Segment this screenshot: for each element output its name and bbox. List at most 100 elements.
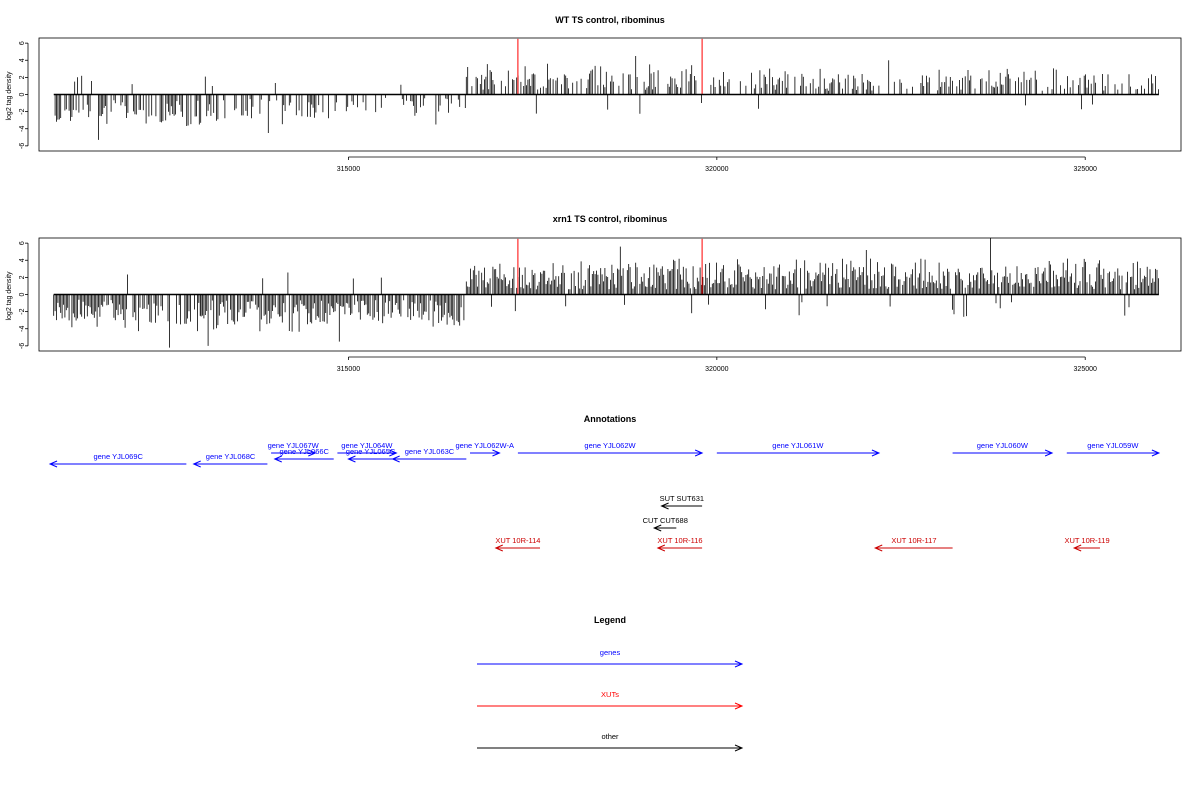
feature-arrowhead (1044, 449, 1054, 457)
legend: Legend genes XUTs other (477, 615, 744, 752)
feature-label: gene YJL068C (206, 452, 256, 461)
x-tick-label: 320000 (705, 166, 728, 173)
feature-label: SUT SUT631 (660, 494, 704, 503)
legend-label: other (601, 732, 619, 741)
wt-signal-bars (54, 56, 1159, 140)
x-tick-label: 320000 (705, 366, 728, 373)
feature-label: gene YJL063C (405, 447, 455, 456)
feature-arrowhead (391, 455, 400, 463)
xrn1-y-axis-label: log2 tag density (6, 271, 13, 321)
feature-other: SUT SUT631 (660, 494, 704, 510)
feature-other: CUT CUT688 (643, 516, 688, 532)
wt-panel-title: WT TS control, ribominus (555, 15, 665, 25)
wt-y-axis-label: log2 tag density (6, 71, 13, 121)
feature-gene: gene YJL061W (716, 441, 881, 457)
feature-gene: gene YJL065C (346, 447, 396, 463)
xrn1-x-ticks: 315000 320000 325000 (337, 356, 1097, 373)
feature-arrowhead (48, 460, 58, 468)
wt-plot-frame (38, 37, 1182, 152)
feature-arrowhead (192, 460, 201, 468)
legend-item: XUTs (477, 690, 744, 710)
x-tick-label: 325000 (1074, 366, 1097, 373)
legend-label: XUTs (601, 690, 619, 699)
x-tick-label: 325000 (1074, 166, 1097, 173)
feature-arrowhead (308, 449, 317, 457)
feature-gene: gene YJL067W (268, 441, 320, 457)
wt-signal-panel: WT TS control, ribominus log2 tag densit… (6, 15, 1182, 173)
y-tick-label: -2 (19, 108, 26, 114)
feature-gene: gene YJL063C (391, 447, 467, 463)
xrn1-signal-panel: xrn1 TS control, ribominus log2 tag dens… (6, 214, 1182, 373)
legend-label: genes (600, 648, 621, 657)
feature-label: gene YJL061W (772, 441, 824, 450)
feature-arrowhead (871, 449, 881, 457)
feature-label: gene YJL059W (1087, 441, 1139, 450)
x-tick-label: 315000 (337, 366, 360, 373)
xrn1-plot-frame (38, 237, 1182, 352)
xrn1-signal-bars (53, 238, 1159, 348)
legend-items: genes XUTs other (477, 648, 744, 752)
y-tick-label: 2 (19, 75, 26, 79)
legend-item: other (477, 732, 744, 752)
annotations-title: Annotations (584, 414, 637, 424)
xrn1-panel-title: xrn1 TS control, ribominus (553, 214, 668, 224)
feature-label: gene YJL069C (93, 452, 143, 461)
legend-title: Legend (594, 615, 626, 625)
feature-arrowhead (492, 449, 501, 457)
y-tick-label: -2 (19, 308, 26, 314)
y-tick-label: -4 (19, 126, 26, 132)
x-tick-label: 315000 (337, 166, 360, 173)
feature-arrowhead (1151, 449, 1161, 457)
feature-arrowhead (494, 544, 503, 552)
legend-arrowhead (734, 660, 744, 668)
feature-arrowhead (656, 544, 666, 552)
feature-label: gene YJL062W-A (455, 441, 514, 450)
y-tick-label: -6 (19, 143, 26, 149)
feature-xut: XUT 10R-119 (1064, 536, 1110, 552)
legend-arrowhead (734, 744, 744, 752)
y-tick-label: 2 (19, 275, 26, 279)
y-tick-label: 6 (19, 241, 26, 245)
y-tick-label: 6 (19, 41, 26, 45)
y-tick-label: 4 (19, 58, 26, 62)
feature-gene: gene YJL062W-A (455, 441, 514, 457)
feature-gene: gene YJL064W (337, 441, 398, 457)
feature-arrowhead (389, 449, 398, 457)
feature-label: gene YJL060W (977, 441, 1029, 450)
feature-xut: XUT 10R-114 (494, 536, 540, 552)
feature-arrowhead (694, 449, 704, 457)
feature-arrowhead (347, 455, 356, 463)
y-tick-label: -4 (19, 326, 26, 332)
wt-y-ticks: -6 -4 -2 0 2 4 6 (19, 41, 29, 149)
feature-gene: gene YJL059W (1066, 441, 1161, 457)
wt-highlight-lines (517, 38, 703, 95)
feature-gene: gene YJL069C (48, 452, 187, 468)
feature-label: gene YJL067W (268, 441, 320, 450)
feature-label: CUT CUT688 (643, 516, 688, 525)
wt-x-ticks: 315000 320000 325000 (337, 156, 1097, 173)
y-tick-label: 0 (19, 92, 26, 96)
feature-gene: gene YJL062W (517, 441, 704, 457)
feature-gene: gene YJL060W (952, 441, 1054, 457)
feature-xut: XUT 10R-117 (873, 536, 953, 552)
legend-item: genes (477, 648, 744, 668)
feature-label: XUT 10R-114 (495, 536, 540, 545)
feature-arrowhead (873, 544, 883, 552)
feature-label: XUT 10R-116 (657, 536, 702, 545)
feature-label: gene YJL065C (346, 447, 396, 456)
xrn1-highlight-lines (517, 238, 703, 295)
feature-arrowhead (273, 455, 282, 463)
y-tick-label: 4 (19, 258, 26, 262)
feature-label: XUT 10R-117 (891, 536, 936, 545)
feature-label: XUT 10R-119 (1064, 536, 1109, 545)
feature-xut: XUT 10R-116 (656, 536, 703, 552)
feature-label: gene YJL064W (341, 441, 393, 450)
y-tick-label: -6 (19, 343, 26, 349)
feature-label: gene YJL066C (279, 447, 329, 456)
annotations-track: Annotations gene YJL069C gene YJL068C gene… (48, 414, 1161, 552)
feature-arrowhead (652, 524, 662, 532)
feature-label: gene YJL062W (584, 441, 636, 450)
feature-gene: gene YJL068C (192, 452, 268, 468)
